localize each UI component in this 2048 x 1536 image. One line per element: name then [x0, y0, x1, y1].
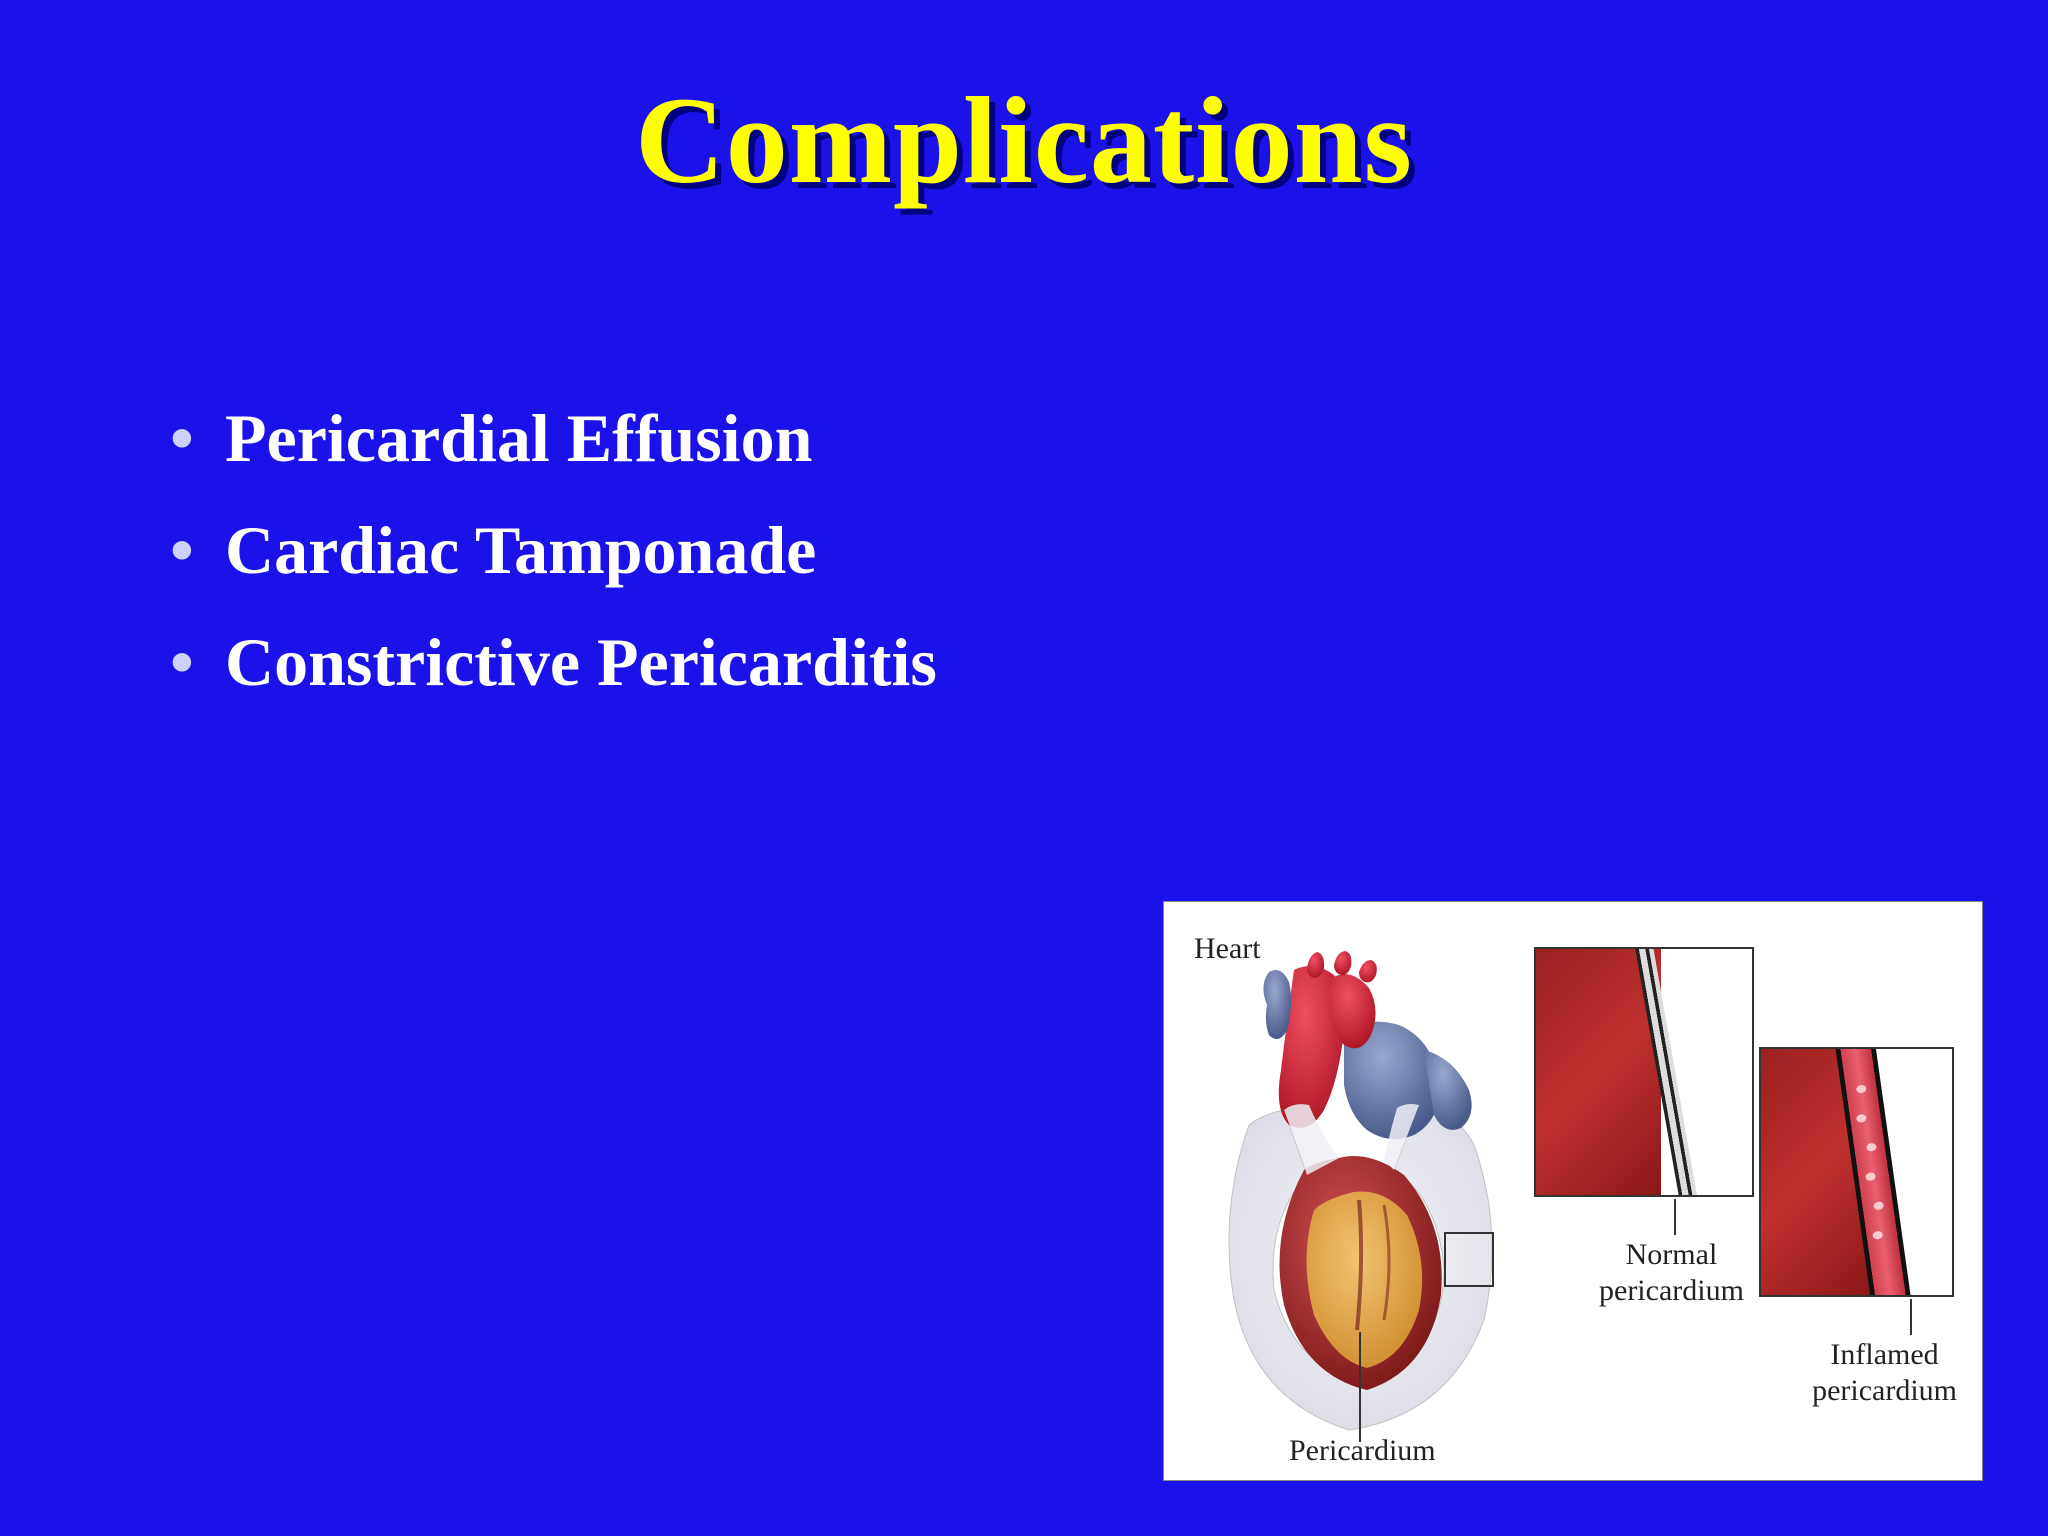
bullet-item: Cardiac Tamponade: [150, 494, 2048, 606]
callout-line: [1674, 1199, 1676, 1235]
inflamed-pericardium-inset: [1759, 1047, 1954, 1297]
callout-line: [1359, 1332, 1361, 1442]
normal-pericardium-label: Normal pericardium: [1599, 1237, 1744, 1309]
heart-illustration: [1189, 950, 1519, 1440]
pericardium-label: Pericardium: [1289, 1434, 1436, 1468]
bullet-item: Pericardial Effusion: [150, 382, 2048, 494]
normal-pericardium-inset: [1534, 947, 1754, 1197]
callout-line: [1910, 1299, 1912, 1335]
slide-title: Complications: [0, 0, 2048, 212]
bullet-item: Constrictive Pericarditis: [150, 606, 2048, 718]
inflamed-pericardium-label: Inflamed pericardium: [1812, 1337, 1957, 1409]
bullet-list: Pericardial Effusion Cardiac Tamponade C…: [150, 382, 2048, 719]
heart-diagram-panel: Heart: [1163, 901, 1983, 1481]
inset-callout-box: [1444, 1232, 1494, 1287]
